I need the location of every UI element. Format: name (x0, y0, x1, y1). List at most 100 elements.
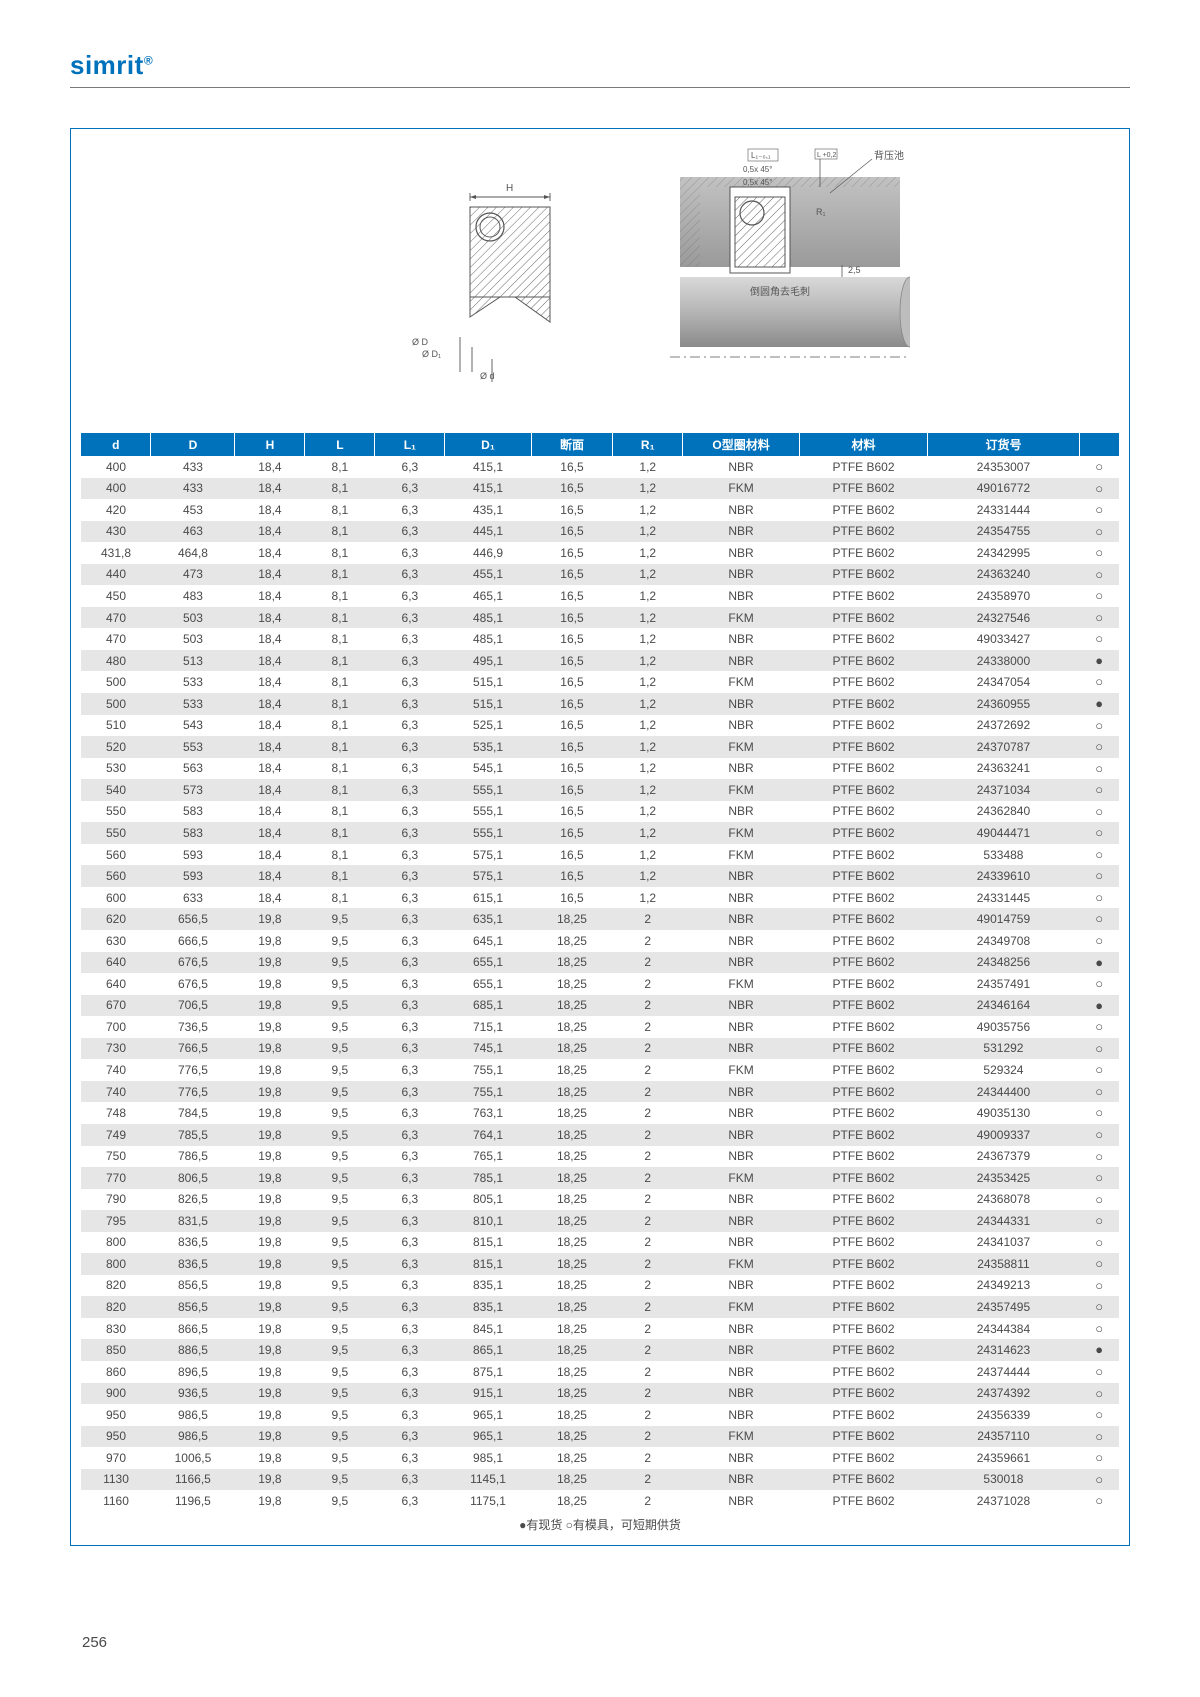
cell-d: 640 (81, 973, 151, 995)
lbl-note1: 背压池 (874, 149, 904, 162)
cell-omat: NBR (683, 1081, 800, 1103)
cell-avail: ○ (1079, 478, 1119, 500)
lbl-dD1: Ø D₁ (422, 349, 441, 359)
cell-d: 520 (81, 736, 151, 758)
cell-H: 18,4 (235, 499, 305, 521)
cell-D1: 655,1 (445, 973, 531, 995)
table-row: 795831,519,89,56,3810,118,252NBRPTFE B60… (81, 1210, 1119, 1232)
cell-D: 706,5 (151, 995, 235, 1017)
cell-D: 776,5 (151, 1059, 235, 1081)
cell-R1: 1,2 (613, 715, 683, 737)
cell-R1: 2 (613, 1361, 683, 1383)
cell-ord: 24357491 (928, 973, 1080, 995)
cell-H: 19,8 (235, 930, 305, 952)
cell-L1: 6,3 (375, 1426, 445, 1448)
cell-avail: ○ (1079, 1210, 1119, 1232)
content-frame: H Ø D Ø D₁ Ø d (70, 128, 1130, 1546)
cell-L: 9,5 (305, 973, 375, 995)
cell-sec: 18,25 (531, 1059, 613, 1081)
cell-L: 8,1 (305, 650, 375, 672)
cell-H: 18,4 (235, 585, 305, 607)
cell-ord: 24357110 (928, 1426, 1080, 1448)
footnote: ●有现货 ○有模具，可短期供货 (81, 1516, 1119, 1533)
cell-omat: NBR (683, 628, 800, 650)
cell-avail: ○ (1079, 521, 1119, 543)
table-row: 830866,519,89,56,3845,118,252NBRPTFE B60… (81, 1318, 1119, 1340)
cell-D: 464,8 (151, 542, 235, 564)
cell-R1: 2 (613, 1016, 683, 1038)
cell-sec: 18,25 (531, 995, 613, 1017)
cell-L1: 6,3 (375, 1361, 445, 1383)
cell-L: 8,1 (305, 844, 375, 866)
cell-omat: NBR (683, 1447, 800, 1469)
cell-ord: 24363240 (928, 564, 1080, 586)
table-body: 40043318,48,16,3415,116,51,2NBRPTFE B602… (81, 456, 1119, 1512)
cell-L1: 6,3 (375, 1490, 445, 1512)
cell-ord: 24346164 (928, 995, 1080, 1017)
cell-d: 850 (81, 1339, 151, 1361)
cell-D: 633 (151, 887, 235, 909)
cell-R1: 1,2 (613, 478, 683, 500)
cell-H: 18,4 (235, 865, 305, 887)
cell-D1: 555,1 (445, 822, 531, 844)
cell-sec: 18,25 (531, 973, 613, 995)
cell-H: 18,4 (235, 542, 305, 564)
cell-D1: 915,1 (445, 1383, 531, 1405)
cell-R1: 2 (613, 1426, 683, 1448)
cell-D: 856,5 (151, 1296, 235, 1318)
cell-H: 18,4 (235, 650, 305, 672)
table-row: 860896,519,89,56,3875,118,252NBRPTFE B60… (81, 1361, 1119, 1383)
cell-mat: PTFE B602 (799, 822, 927, 844)
cell-avail: ○ (1079, 1016, 1119, 1038)
cell-L1: 6,3 (375, 1038, 445, 1060)
cell-omat: FKM (683, 973, 800, 995)
cell-d: 800 (81, 1232, 151, 1254)
cell-L: 9,5 (305, 1124, 375, 1146)
cell-D1: 815,1 (445, 1253, 531, 1275)
cell-D: 563 (151, 758, 235, 780)
cell-L1: 6,3 (375, 1059, 445, 1081)
cell-mat: PTFE B602 (799, 1189, 927, 1211)
cell-L: 9,5 (305, 1404, 375, 1426)
cell-D: 736,5 (151, 1016, 235, 1038)
cell-mat: PTFE B602 (799, 973, 927, 995)
cell-d: 740 (81, 1059, 151, 1081)
cell-omat: NBR (683, 1016, 800, 1038)
cell-L: 8,1 (305, 693, 375, 715)
cell-d: 790 (81, 1189, 151, 1211)
cell-avail: ○ (1079, 1426, 1119, 1448)
cell-ord: 24358970 (928, 585, 1080, 607)
cell-omat: FKM (683, 478, 800, 500)
cell-D: 676,5 (151, 973, 235, 995)
cell-L: 8,1 (305, 671, 375, 693)
cell-mat: PTFE B602 (799, 801, 927, 823)
cell-L: 8,1 (305, 865, 375, 887)
cell-D: 1166,5 (151, 1469, 235, 1491)
cell-avail: ○ (1079, 564, 1119, 586)
cell-H: 18,4 (235, 456, 305, 478)
cell-D1: 965,1 (445, 1404, 531, 1426)
cell-mat: PTFE B602 (799, 478, 927, 500)
cell-L1: 6,3 (375, 585, 445, 607)
brand-text: simrit (70, 50, 144, 80)
cell-sec: 18,25 (531, 1189, 613, 1211)
cell-L: 9,5 (305, 1210, 375, 1232)
cell-ord: 24314623 (928, 1339, 1080, 1361)
cell-sec: 16,5 (531, 801, 613, 823)
cell-D1: 815,1 (445, 1232, 531, 1254)
table-row: 630666,519,89,56,3645,118,252NBRPTFE B60… (81, 930, 1119, 952)
cell-H: 19,8 (235, 1383, 305, 1405)
table-row: 60063318,48,16,3615,116,51,2NBRPTFE B602… (81, 887, 1119, 909)
cell-L1: 6,3 (375, 478, 445, 500)
cell-H: 19,8 (235, 1447, 305, 1469)
cell-L: 9,5 (305, 995, 375, 1017)
cell-d: 420 (81, 499, 151, 521)
cell-D: 583 (151, 822, 235, 844)
cell-d: 740 (81, 1081, 151, 1103)
table-row: 51054318,48,16,3525,116,51,2NBRPTFE B602… (81, 715, 1119, 737)
col-header-omat: O型圈材料 (683, 433, 800, 456)
cell-ord: 24374444 (928, 1361, 1080, 1383)
table-row: 45048318,48,16,3465,116,51,2NBRPTFE B602… (81, 585, 1119, 607)
cell-ord: 24354755 (928, 521, 1080, 543)
cell-D1: 465,1 (445, 585, 531, 607)
